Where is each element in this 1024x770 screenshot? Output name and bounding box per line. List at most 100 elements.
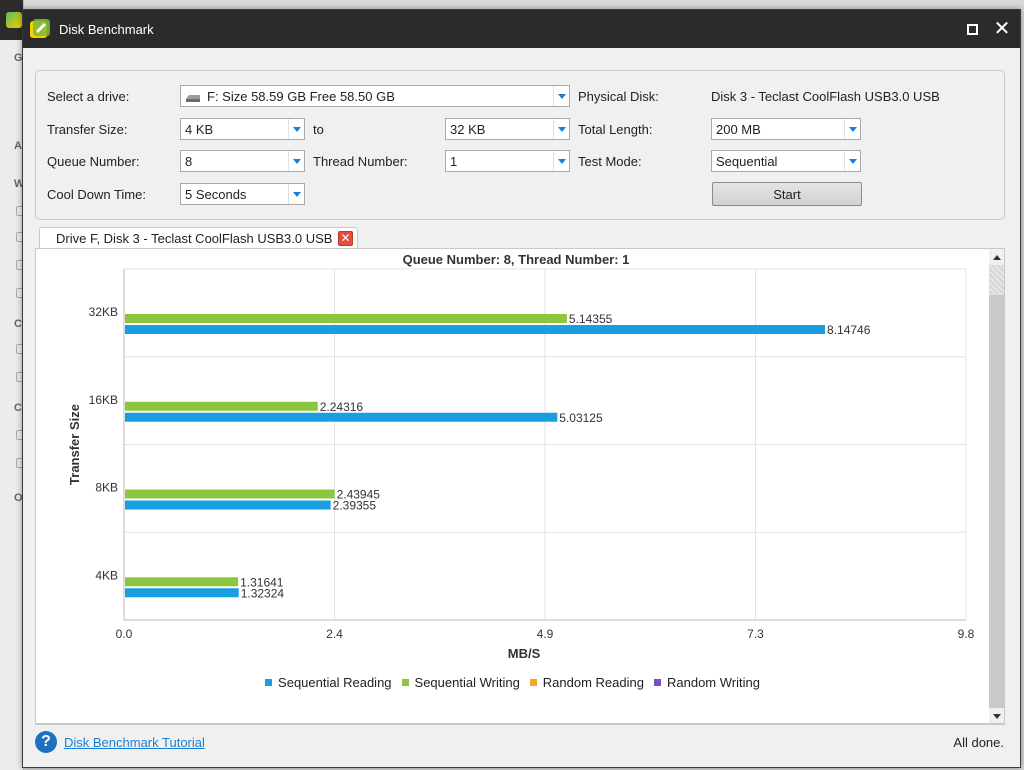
background-app-text: A [14,140,22,152]
footer-divider [35,724,1005,725]
x-tick-label: 2.4 [326,627,343,641]
scroll-thumb[interactable] [989,265,1004,295]
bar-sequential-writing [125,577,239,587]
bar-value-label: 1.31641 [240,575,284,589]
benchmark-chart: Queue Number: 8, Thread Number: 1 0.0 2.4 4… [67,252,975,661]
maximize-button[interactable] [958,10,986,48]
maximize-icon [966,23,978,35]
bar-sequential-reading [125,325,826,334]
bar-value-label: 2.43945 [337,488,381,502]
queue-number-select[interactable]: 8 [180,150,305,172]
disk-benchmark-window: Disk Benchmark ✕ Select a drive: F: Size… [22,9,1021,768]
cool-down-label: Cool Down Time: [47,187,146,202]
queue-number-value: 8 [185,153,193,169]
close-button[interactable]: ✕ [993,18,1011,40]
transfer-size-label: Transfer Size: [47,122,128,137]
background-app-text: W [14,178,25,190]
bar-sequential-writing [125,314,567,323]
chart-vertical-scrollbar[interactable] [989,249,1004,723]
background-app-text: C [14,402,22,414]
background-app-logo [6,12,22,28]
x-tick-label: 7.3 [747,627,764,641]
queue-number-label: Queue Number: [47,154,140,169]
disk-benchmark-tutorial-link[interactable]: Disk Benchmark Tutorial [64,735,205,750]
thread-number-select[interactable]: 1 [445,150,570,172]
bar-sequential-writing [125,401,318,411]
tab-close-icon[interactable]: ✕ [338,231,353,246]
chevron-down-icon[interactable] [553,151,569,171]
x-axis-title: MB/S [508,646,541,661]
transfer-size-to-select[interactable]: 32 KB [445,118,570,140]
legend-label: Random Reading [542,675,644,690]
chevron-down-icon[interactable] [288,119,304,139]
transfer-size-from-select[interactable]: 4 KB [180,118,305,140]
legend-item-random-reading[interactable]: Random Reading [529,675,644,690]
chevron-down-icon[interactable] [288,151,304,171]
start-button[interactable]: Start [712,182,862,206]
test-mode-select[interactable]: Sequential [711,150,861,172]
test-mode-value: Sequential [716,153,778,169]
total-length-select[interactable]: 200 MB [711,118,861,140]
physical-disk-label: Physical Disk: [578,89,659,104]
background-app-text: O [14,492,23,504]
drive-icon [185,91,201,102]
legend-swatch [401,679,409,686]
legend-item-sequential-writing[interactable]: Sequential Writing [401,675,520,690]
chart-legend: Sequential Reading Sequential Writing Ra… [36,675,989,690]
background-app: G A W C C O [0,0,24,770]
x-tick-label: 0.0 [116,627,133,641]
bar-value-label: 5.03125 [559,411,603,425]
background-app-text: C [14,318,22,330]
physical-disk-value: Disk 3 - Teclast CoolFlash USB3.0 USB [711,89,940,104]
result-tab[interactable]: Drive F, Disk 3 - Teclast CoolFlash USB3… [39,227,358,249]
y-axis-title: Transfer Size [67,404,82,485]
y-tick-label: 8KB [95,481,118,495]
transfer-size-from-value: 4 KB [185,121,214,137]
y-tick-label: 32KB [89,305,118,319]
chart-panel: Queue Number: 8, Thread Number: 1 0.0 2.4 4… [35,248,1005,724]
total-length-value: 200 MB [716,121,761,137]
transfer-size-to-value: 32 KB [450,121,486,137]
bar-sequential-reading [125,500,331,510]
scroll-down-icon[interactable] [989,708,1004,723]
bar-value-label: 2.24316 [320,400,364,414]
bar-value-label: 5.14355 [569,312,613,326]
drive-select-value: F: Size 58.59 GB Free 58.50 GB [207,88,395,104]
cool-down-select[interactable]: 5 Seconds [180,183,305,205]
legend-label: Sequential Reading [278,675,392,690]
y-tick-label: 4KB [95,568,118,582]
chart-title: Queue Number: 8, Thread Number: 1 [403,252,630,267]
x-tick-label: 9.8 [958,627,975,641]
chevron-down-icon[interactable] [844,119,860,139]
benchmark-settings-panel: Select a drive: F: Size 58.59 GB Free 58… [35,70,1005,220]
chevron-down-icon[interactable] [844,151,860,171]
bar-value-label: 8.14746 [827,323,871,337]
thread-number-label: Thread Number: [313,154,408,169]
total-length-label: Total Length: [578,122,653,137]
legend-label: Sequential Writing [414,675,520,690]
legend-item-sequential-reading[interactable]: Sequential Reading [265,675,392,690]
status-text: All done. [953,735,1004,750]
bar-sequential-reading [125,412,558,422]
legend-swatch [529,679,537,686]
bar-value-label: 1.32324 [241,586,285,600]
y-tick-label: 16KB [89,393,118,407]
to-label: to [313,122,324,137]
title-bar[interactable]: Disk Benchmark ✕ [23,10,1020,48]
bar-value-label: 2.39355 [333,499,377,513]
legend-label: Random Writing [666,675,760,690]
legend-item-random-writing[interactable]: Random Writing [653,675,760,690]
chevron-down-icon[interactable] [288,184,304,204]
scroll-up-icon[interactable] [989,249,1004,265]
x-tick-label: 4.9 [537,627,554,641]
background-app-text: G [14,52,23,64]
drive-select[interactable]: F: Size 58.59 GB Free 58.50 GB [180,85,570,107]
window-title: Disk Benchmark [59,21,154,37]
cool-down-value: 5 Seconds [185,186,247,202]
test-mode-label: Test Mode: [578,154,642,169]
bar-sequential-writing [125,489,335,499]
chevron-down-icon[interactable] [553,86,569,106]
help-icon[interactable]: ? [35,731,57,753]
result-tab-label: Drive F, Disk 3 - Teclast CoolFlash USB3… [56,231,333,246]
chevron-down-icon[interactable] [553,119,569,139]
